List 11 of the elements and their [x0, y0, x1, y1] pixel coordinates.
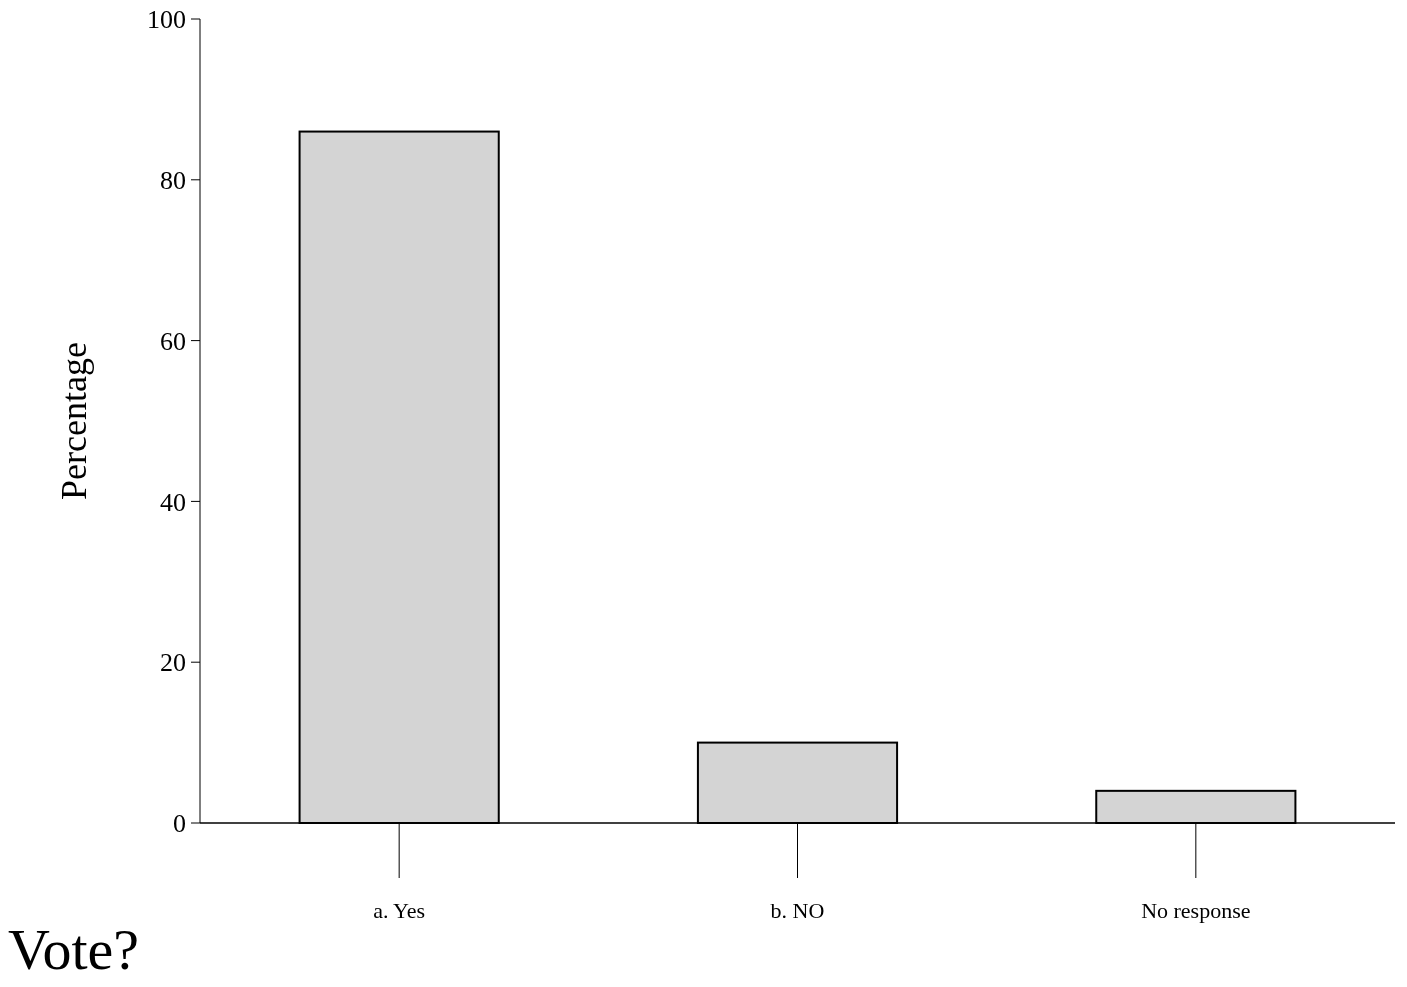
- x-tick-label: a. Yes: [373, 898, 426, 923]
- x-tick-label: b. NO: [770, 898, 825, 923]
- y-tick-label: 100: [147, 5, 186, 35]
- y-tick-label: 0: [173, 809, 186, 839]
- y-tick-label: 40: [160, 487, 186, 517]
- x-tick-label: No response: [1141, 898, 1251, 923]
- y-tick-label: 20: [160, 648, 186, 678]
- x-axis-title: Vote?: [8, 917, 140, 982]
- y-axis-title: Percentage: [54, 342, 94, 500]
- y-tick-label: 60: [160, 326, 186, 356]
- y-tick-label: 80: [160, 165, 186, 195]
